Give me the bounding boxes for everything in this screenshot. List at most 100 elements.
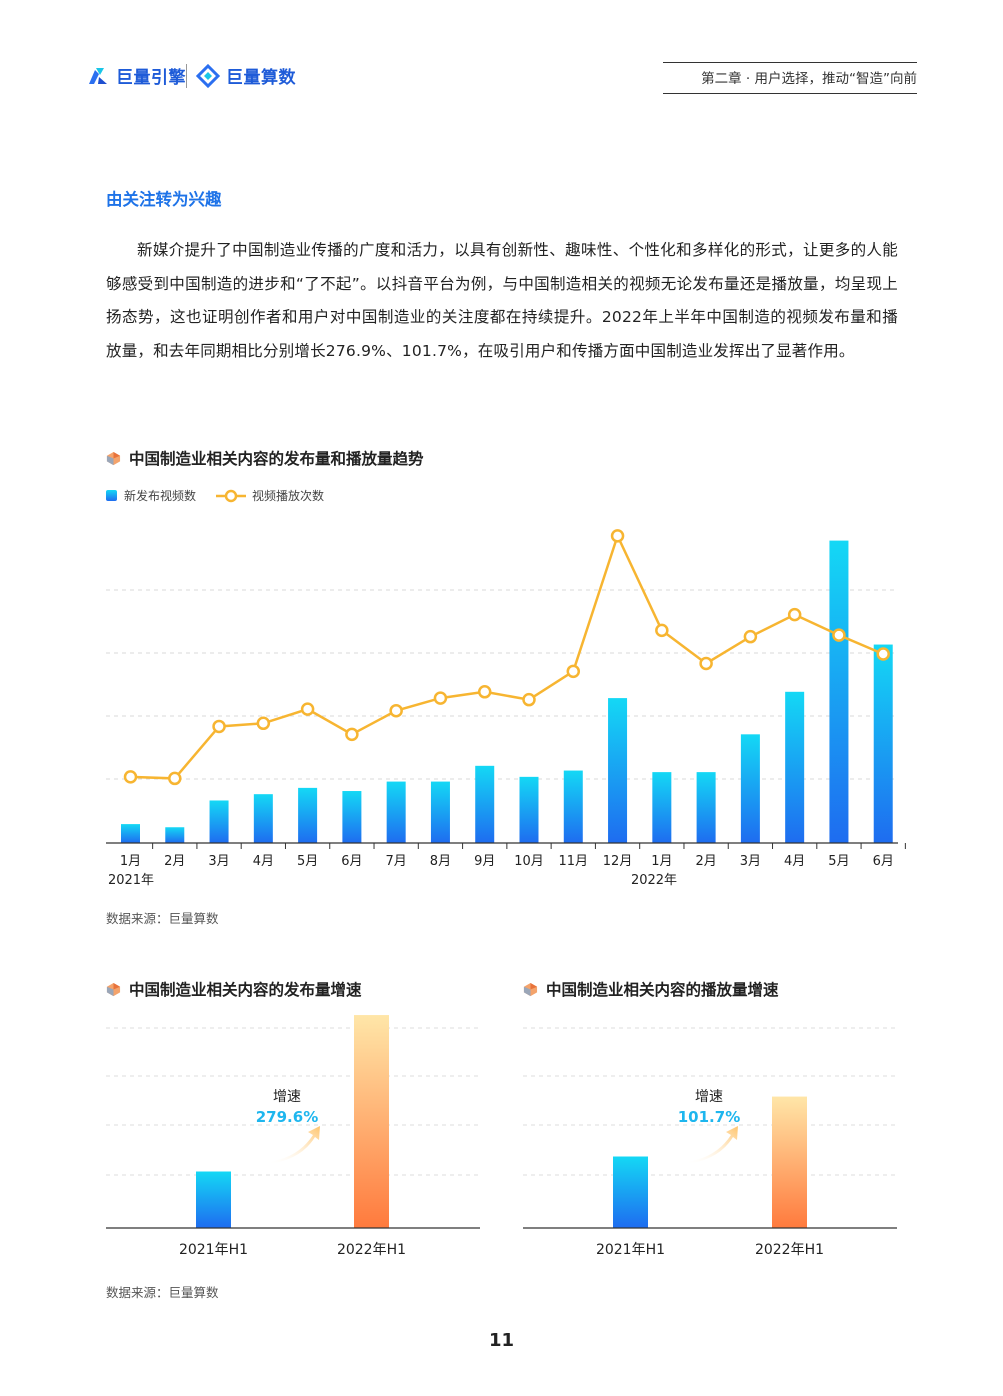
chapter-heading: 第二章 · 用户选择，推动“智造”向前 bbox=[663, 62, 917, 94]
bar-5 bbox=[298, 787, 318, 843]
bar-14 bbox=[696, 772, 716, 843]
growth-value: 279.6% bbox=[256, 1108, 318, 1126]
x-tick-label: 12月 bbox=[603, 854, 633, 869]
growth-charts-svg: 2021年H1 2022年H1 增速 279.6% 2021年H1 2022年H1 增速 1… bbox=[106, 1015, 897, 1258]
chart-bullet-icon bbox=[106, 982, 121, 996]
bar-18 bbox=[873, 644, 893, 843]
line-point-9 bbox=[477, 685, 492, 699]
body-paragraph: 新媒介提升了中国制造业传播的广度和活力，以具有创新性、趣味性、个性化和多样化的形… bbox=[106, 241, 898, 360]
chart1-trend-svg: 1月 2月 3月 4月 5月 6月 7月 8月 9月 10月 11月 12月 1月 2月 3月 4月 5月 6月 … bbox=[106, 529, 906, 888]
x-tick-label: 3月 bbox=[740, 854, 761, 869]
brand-logo-juliang-suanshu: 巨量算数 bbox=[196, 63, 296, 88]
chart1-title: 中国制造业相关内容的发布量和播放量趋势 bbox=[129, 450, 424, 468]
year-label-2021: 2021年 bbox=[108, 873, 154, 888]
growth-x-label: 2021年H1 bbox=[596, 1242, 665, 1258]
growth-label: 增速 bbox=[273, 1089, 301, 1105]
bar-17 bbox=[829, 540, 849, 843]
x-tick-label: 9月 bbox=[474, 854, 495, 869]
chart1-bars bbox=[121, 540, 893, 843]
brand-name-2: 巨量算数 bbox=[226, 68, 296, 88]
bar-8 bbox=[430, 781, 450, 843]
bar-16 bbox=[785, 691, 805, 843]
x-tick-label: 1月 bbox=[120, 854, 141, 869]
x-tick-label: 5月 bbox=[297, 854, 318, 869]
chart3-title-row: 中国制造业相关内容的播放量增速 bbox=[523, 978, 779, 1000]
growth-bar-2 bbox=[772, 1096, 807, 1228]
legend-line-swatch bbox=[216, 489, 247, 502]
growth-label: 增速 bbox=[695, 1089, 723, 1105]
juliang-engine-icon bbox=[89, 67, 107, 84]
line-point-11 bbox=[566, 664, 581, 679]
brand-logo-juliang-engine: 巨量引擎 bbox=[86, 63, 186, 88]
growth-x-label: 2022年H1 bbox=[755, 1242, 824, 1258]
chart2-title-row: 中国制造业相关内容的发布量增速 bbox=[106, 978, 362, 1000]
bar-11 bbox=[563, 770, 583, 843]
line-point-14 bbox=[699, 656, 713, 671]
x-tick-label: 2月 bbox=[695, 854, 716, 869]
growth-bar-2 bbox=[354, 1015, 389, 1228]
x-tick-label: 2月 bbox=[164, 854, 185, 869]
juliang-suanshu-icon bbox=[196, 63, 220, 88]
brand-separator bbox=[186, 64, 187, 88]
chart1-x-tick-labels: 1月 2月 3月 4月 5月 6月 7月 8月 9月 10月 11月 12月 1月 2月 3月 4月 5月 6月 bbox=[120, 843, 906, 869]
growth-arrow-icon bbox=[268, 1126, 320, 1164]
bottom-source: 数据来源：巨量算数 bbox=[106, 1285, 219, 1300]
x-tick-label: 3月 bbox=[208, 854, 229, 869]
growth-x-label: 2022年H1 bbox=[337, 1242, 406, 1258]
play-count-line bbox=[130, 532, 884, 780]
line-point-18 bbox=[876, 647, 890, 661]
chart1-title-row: 中国制造业相关内容的发布量和播放量趋势 bbox=[106, 447, 424, 469]
line-point-17 bbox=[832, 628, 846, 642]
growth-value: 101.7% bbox=[678, 1108, 740, 1126]
line-point-13 bbox=[655, 623, 669, 638]
line-point-12 bbox=[610, 529, 625, 543]
bar-12 bbox=[608, 698, 628, 843]
chart3-title: 中国制造业相关内容的播放量增速 bbox=[546, 981, 779, 999]
growth-bar-1 bbox=[613, 1156, 648, 1228]
bar-10 bbox=[519, 776, 539, 843]
legend-line-label: 视频播放次数 bbox=[252, 489, 325, 503]
chart-bullet-icon bbox=[523, 982, 538, 996]
chart1-line-series bbox=[123, 529, 890, 786]
growth-x-label: 2021年H1 bbox=[179, 1242, 248, 1258]
line-point-6 bbox=[345, 727, 359, 742]
line-point-1 bbox=[123, 770, 138, 784]
x-tick-label: 7月 bbox=[386, 854, 407, 869]
line-point-10 bbox=[522, 692, 536, 707]
chart1-gridlines bbox=[106, 589, 898, 780]
x-tick-label: 6月 bbox=[341, 854, 362, 869]
line-point-3 bbox=[212, 719, 226, 734]
x-tick-label: 10月 bbox=[514, 854, 544, 869]
x-tick-label: 11月 bbox=[559, 854, 589, 869]
bar-2 bbox=[165, 827, 185, 843]
bar-1 bbox=[121, 824, 140, 843]
bar-3 bbox=[209, 800, 229, 843]
x-tick-label: 5月 bbox=[828, 854, 849, 869]
growth-bar-1 bbox=[196, 1171, 231, 1228]
page-number: 11 bbox=[488, 1330, 515, 1351]
line-point-15 bbox=[743, 629, 758, 644]
year-label-2022: 2022年 bbox=[631, 873, 677, 888]
section-title: 由关注转为兴趣 bbox=[106, 190, 222, 209]
brand-name-1: 巨量引擎 bbox=[116, 68, 186, 88]
bar-4 bbox=[253, 794, 273, 843]
bar-6 bbox=[342, 791, 362, 843]
line-point-8 bbox=[433, 691, 448, 705]
line-point-16 bbox=[787, 607, 802, 622]
x-tick-label: 4月 bbox=[784, 854, 805, 869]
chart3-play-growth: 2021年H1 2022年H1 增速 101.7% bbox=[523, 1027, 897, 1258]
line-point-4 bbox=[256, 716, 271, 731]
bar-7 bbox=[386, 781, 406, 843]
x-tick-label: 4月 bbox=[253, 854, 274, 869]
chart1-source: 数据来源：巨量算数 bbox=[106, 911, 219, 926]
chart1-legend: 新发布视频数 视频播放次数 bbox=[106, 487, 324, 504]
x-tick-label: 8月 bbox=[430, 854, 451, 869]
legend-bar-label: 新发布视频数 bbox=[124, 489, 197, 503]
chart2-publish-growth: 2021年H1 2022年H1 增速 279.6% bbox=[106, 1015, 480, 1258]
chart2-title: 中国制造业相关内容的发布量增速 bbox=[129, 981, 362, 999]
chart-bullet-icon bbox=[106, 451, 121, 465]
x-tick-label: 6月 bbox=[873, 854, 894, 869]
legend-bar-swatch bbox=[106, 490, 117, 501]
bar-9 bbox=[475, 765, 495, 843]
bar-15 bbox=[740, 734, 760, 843]
